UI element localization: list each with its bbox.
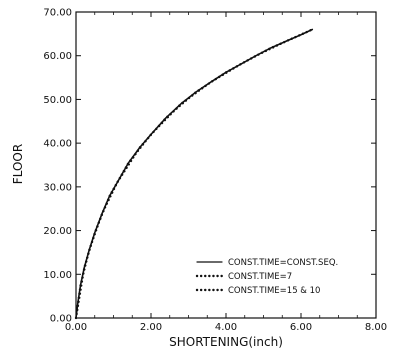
x-axis-label: SHORTENING(inch) — [169, 335, 283, 349]
y-axis-label: FLOOR — [11, 144, 25, 184]
legend-label-0: CONST.TIME=CONST.SEQ. — [228, 258, 338, 268]
y-tick-label: 40.00 — [43, 139, 72, 150]
x-tick-label: 4.00 — [215, 322, 237, 333]
legend-label-1: CONST.TIME=7 — [228, 272, 292, 282]
y-tick-label: 0.00 — [50, 314, 72, 325]
plot-frame — [76, 12, 376, 318]
y-tick-label: 50.00 — [43, 95, 72, 106]
y-tick-label: 10.00 — [43, 270, 72, 281]
y-tick-label: 70.00 — [43, 8, 72, 19]
legend: CONST.TIME=CONST.SEQ. CONST.TIME=7 CONST.T… — [197, 258, 338, 296]
x-tick-label: 8.00 — [365, 322, 387, 333]
legend-label-2: CONST.TIME=15 & 10 — [228, 286, 320, 296]
y-tick-label: 60.00 — [43, 51, 72, 62]
y-tick-label: 20.00 — [43, 226, 72, 237]
x-tick-label: 6.00 — [290, 322, 312, 333]
y-tick-label: 30.00 — [43, 182, 72, 193]
x-tick-label: 2.00 — [140, 322, 162, 333]
